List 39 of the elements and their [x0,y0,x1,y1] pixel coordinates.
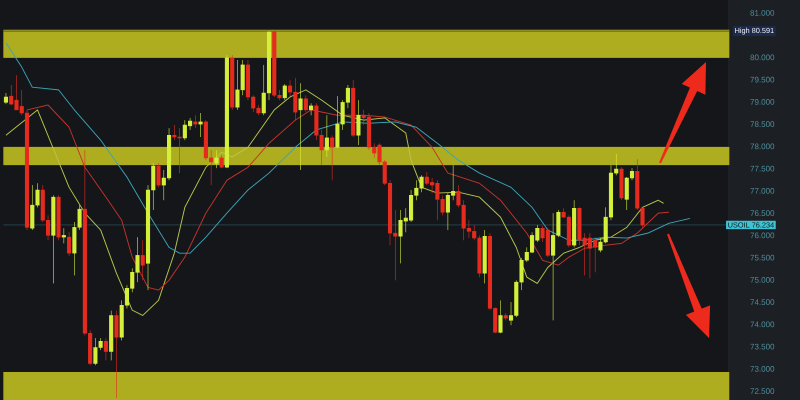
candlestick [62,228,66,244]
candlestick [104,338,108,361]
candlestick [324,114,329,158]
candlestick [356,100,361,146]
y-tick-label: 72.500 [750,388,774,394]
candlestick [4,92,8,104]
y-tick-label: 73.000 [750,366,774,372]
candlestick [330,134,334,180]
y-tick-label: 74.000 [750,322,774,328]
candlestick [220,154,224,168]
y-tick-label: 78.000 [750,144,774,150]
candlestick [193,114,198,128]
y-tick-label: 77.000 [750,188,774,194]
candlestick [67,232,72,257]
candlestick [140,240,145,281]
y-tick-label: 76.000 [750,232,774,238]
y-tick-label: 79.000 [750,99,774,105]
candlestick [298,82,303,170]
candlestick [114,310,119,399]
candlestick [304,94,308,112]
y-tick-label: 74.500 [750,299,774,305]
candlestick [214,150,218,168]
y-tick-label: 81.000 [750,10,774,16]
y-tick-label: 75.500 [750,254,774,260]
y-tick-label: 78.500 [750,121,774,127]
candlestick [309,102,314,116]
line-series [26,104,670,291]
candlestick [156,162,161,188]
y-tick-label: 73.500 [750,344,774,350]
y-tick-label: 79.500 [750,76,774,82]
line-series [5,42,690,254]
y-tick-label: 77.500 [750,166,774,172]
line-series [5,89,664,316]
candlestick [498,300,503,334]
candlestick [282,84,287,100]
y-tick-label: 76.500 [750,210,774,216]
candlestick [198,112,203,138]
y-tick-label: 75.000 [750,277,774,283]
y-tick-label: 80.000 [750,54,774,60]
